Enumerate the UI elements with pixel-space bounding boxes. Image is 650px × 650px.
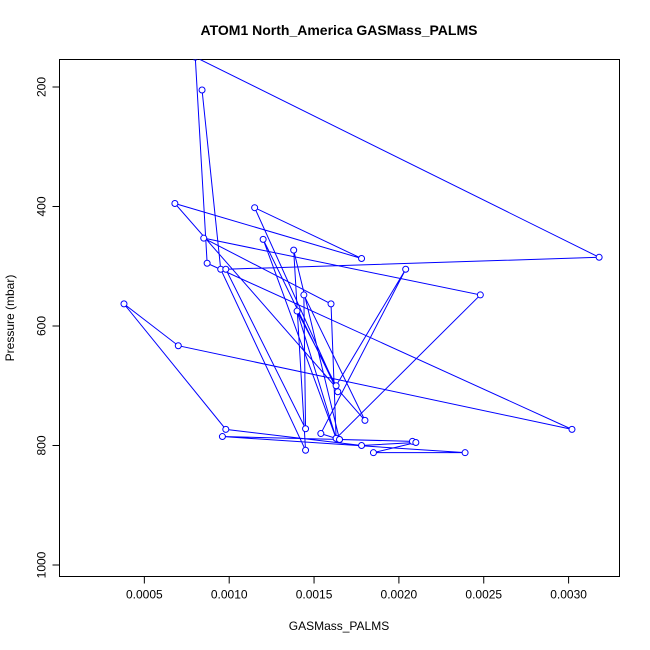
- data-point: [336, 436, 343, 444]
- data-point: [568, 425, 576, 433]
- data-point: [302, 425, 310, 433]
- data-point: [334, 388, 342, 396]
- data-point: [476, 291, 484, 299]
- data-point: [412, 439, 420, 447]
- y-tick-label: 200: [35, 77, 49, 97]
- data-point: [218, 433, 226, 441]
- data-point: [174, 342, 182, 350]
- data-point: [222, 265, 230, 273]
- data-point: [200, 234, 208, 242]
- series-line: [123, 59, 600, 454]
- data-point: [259, 235, 267, 243]
- x-tick-label: 0.0030: [550, 588, 587, 602]
- data-point: [402, 265, 410, 273]
- data-point: [251, 204, 259, 212]
- y-tick-label: 1000: [35, 551, 49, 578]
- y-axis-label: Pressure (mbar): [3, 275, 17, 362]
- data-point: [361, 416, 369, 424]
- data-point: [358, 442, 366, 449]
- data-point: [293, 307, 301, 315]
- data-point: [358, 254, 366, 262]
- x-axis: 0.0005 0.0010 0.0015 0.0020 0.0025 0.0030: [126, 576, 587, 602]
- x-tick-label: 0.0020: [381, 588, 418, 602]
- y-tick-label: 400: [35, 196, 49, 216]
- y-axis: 200 400 600 800 1000: [35, 77, 60, 578]
- data-point: [302, 446, 310, 454]
- data-point: [461, 449, 469, 457]
- data-point: [203, 259, 211, 267]
- chart-title: ATOM1 North_America GASMass_PALMS: [201, 22, 478, 38]
- data-point: [300, 291, 308, 299]
- data-point: [327, 300, 335, 308]
- x-tick-label: 0.0025: [465, 588, 502, 602]
- data-point: [595, 253, 603, 261]
- data-point: [290, 246, 298, 254]
- data-point: [171, 200, 179, 208]
- y-tick-label: 800: [35, 435, 49, 455]
- x-axis-label: GASMass_PALMS: [289, 619, 389, 633]
- data-point: [192, 59, 198, 61]
- y-tick-label: 600: [35, 316, 49, 336]
- series-group: [120, 59, 603, 457]
- data-point: [369, 449, 377, 457]
- data-point: [332, 382, 340, 390]
- data-point: [120, 300, 128, 308]
- data-point: [198, 86, 206, 94]
- x-tick-label: 0.0010: [211, 588, 248, 602]
- x-tick-label: 0.0005: [126, 588, 163, 602]
- data-point: [317, 430, 325, 438]
- data-point: [222, 425, 230, 433]
- plot-area: [59, 59, 620, 577]
- x-tick-label: 0.0015: [296, 588, 333, 602]
